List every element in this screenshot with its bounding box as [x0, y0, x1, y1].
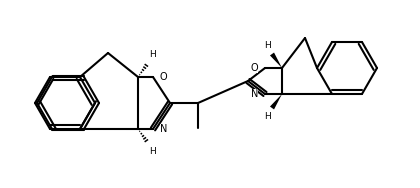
Text: H: H — [264, 112, 271, 121]
Text: N: N — [160, 124, 168, 134]
Text: O: O — [160, 72, 168, 82]
Text: N: N — [251, 89, 258, 99]
Polygon shape — [270, 53, 282, 68]
Text: O: O — [250, 63, 258, 73]
Text: H: H — [264, 41, 271, 50]
Text: H: H — [149, 50, 156, 59]
Polygon shape — [270, 94, 282, 109]
Text: H: H — [149, 147, 156, 156]
